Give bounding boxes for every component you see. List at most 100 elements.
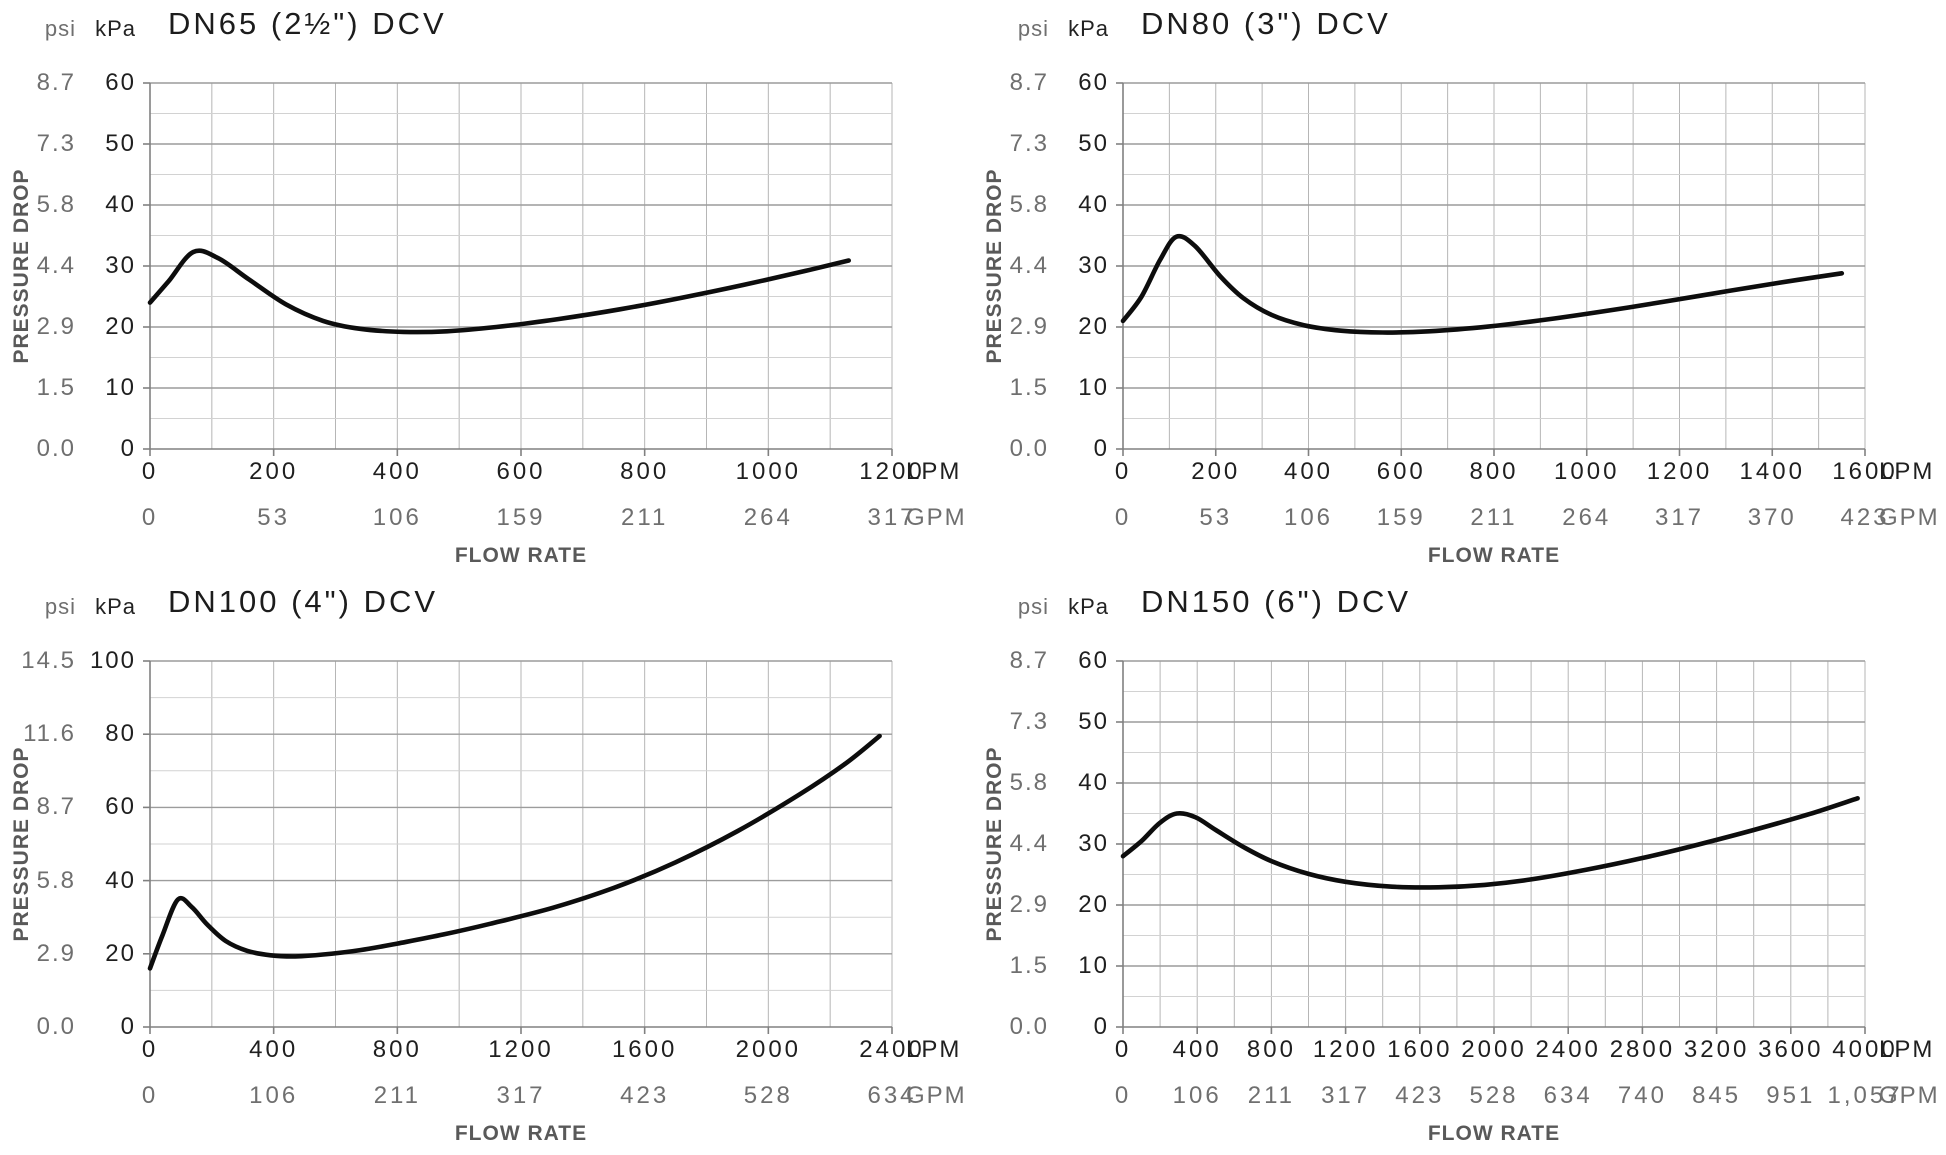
gpm-tick: 211: [1247, 1082, 1296, 1109]
flow-rate-axis-label: FLOW RATE: [454, 1122, 588, 1145]
gpm-tick: 106: [372, 504, 422, 531]
plot-area: [143, 82, 893, 456]
gpm-tick: 1,057: [1827, 1082, 1903, 1109]
kpa-tick: 40: [1078, 769, 1109, 796]
gpm-tick: 634: [867, 1082, 917, 1109]
kpa-tick: 50: [1078, 708, 1109, 735]
gpm-tick: 53: [257, 504, 291, 531]
kpa-tick: 60: [105, 793, 136, 821]
gpm-tick: 211: [621, 504, 669, 531]
lpm-tick: 0: [141, 458, 159, 485]
plot-area: [143, 660, 893, 1034]
gpm-tick-labels: 0 53 106 159 211 264 317 GPM: [142, 503, 965, 533]
gpm-tick: 53: [1199, 504, 1233, 531]
gpm-tick-labels: 0 53 106 159 211 264 317 370 423 GPM: [1115, 503, 1938, 533]
lpm-tick: 1200: [1646, 458, 1713, 485]
gpm-tick: 264: [743, 504, 793, 531]
kpa-tick: 20: [105, 939, 136, 967]
psi-tick-labels: 14.5 11.6 8.7 5.8 2.9 0.0: [0, 647, 76, 1040]
psi-tick: 5.8: [1009, 191, 1049, 218]
gpm-tick: 0: [141, 1082, 159, 1109]
lpm-tick: 0: [1114, 1036, 1132, 1063]
lpm-tick: 1000: [1554, 458, 1620, 485]
gpm-tick: 264: [1562, 504, 1612, 531]
psi-tick: 0.0: [36, 435, 76, 462]
psi-unit-label: psi: [1017, 16, 1049, 41]
lpm-tick: 400: [1172, 1036, 1222, 1063]
kpa-tick: 100: [89, 647, 136, 674]
psi-tick: 7.3: [36, 130, 76, 157]
psi-tick: 5.8: [36, 191, 76, 218]
lpm-tick: 400: [1283, 458, 1334, 485]
kpa-tick: 50: [105, 130, 136, 157]
kpa-tick: 60: [105, 69, 136, 96]
lpm-tick: 200: [1191, 458, 1241, 485]
kpa-unit-label: kPa: [1068, 594, 1109, 619]
lpm-tick: 2400: [859, 1036, 925, 1063]
kpa-tick-labels: 100 80 60 40 20 0: [0, 647, 136, 1040]
psi-tick: 4.4: [1009, 252, 1049, 279]
flow-rate-axis-label: FLOW RATE: [454, 544, 588, 567]
lpm-tick: 4000: [1832, 1036, 1898, 1063]
gpm-tick: 0: [141, 504, 159, 531]
lpm-tick: 600: [496, 458, 546, 485]
psi-tick: 4.4: [36, 252, 76, 279]
lpm-tick: 800: [1246, 1036, 1296, 1063]
chart-title: DN65 (2½") DCV: [168, 6, 447, 41]
gpm-tick: 423: [1840, 504, 1890, 531]
lpm-tick: 3600: [1758, 1036, 1824, 1063]
gpm-tick: 423: [620, 1082, 670, 1109]
lpm-tick: 800: [1469, 458, 1519, 485]
plot-area: [1116, 660, 1866, 1034]
lpm-tick: 400: [372, 458, 422, 485]
lpm-tick: 2800: [1609, 1036, 1676, 1063]
gpm-tick: 211: [373, 1082, 421, 1109]
psi-tick: 8.7: [36, 793, 76, 821]
lpm-unit-label: LPM: [1879, 1036, 1935, 1063]
kpa-tick: 40: [1078, 191, 1109, 218]
lpm-tick: 1400: [1739, 458, 1805, 485]
psi-tick: 11.6: [23, 720, 76, 748]
plot-area: [1116, 82, 1866, 456]
gpm-tick: 528: [1469, 1082, 1519, 1109]
kpa-tick: 10: [105, 374, 136, 401]
kpa-tick: 20: [1078, 313, 1109, 340]
chart-dn65: psi kPa DN65 (2½") DCV PRESSURE DROP 8.7…: [0, 0, 973, 577]
gpm-unit-label: GPM: [906, 1082, 967, 1109]
chart-title: DN80 (3") DCV: [1141, 6, 1391, 41]
lpm-tick: 400: [249, 1036, 299, 1063]
gpm-tick-labels: 0 106 211 317 423 528 634 740 845 951 1,057 GPM: [1115, 1081, 1938, 1111]
lpm-tick: 1600: [1832, 458, 1898, 485]
psi-tick: 7.3: [1009, 708, 1049, 735]
gpm-tick: 211: [1470, 504, 1518, 531]
gpm-tick: 159: [496, 504, 546, 531]
kpa-tick: 10: [1078, 374, 1109, 401]
psi-unit-label: psi: [1017, 594, 1049, 619]
kpa-unit-label: kPa: [95, 594, 136, 619]
kpa-tick: 0: [1093, 1013, 1109, 1040]
gpm-unit-label: GPM: [1879, 504, 1940, 531]
kpa-tick: 20: [1078, 891, 1109, 918]
gpm-unit-label: GPM: [1879, 1082, 1940, 1109]
psi-tick: 0.0: [36, 1013, 76, 1040]
gpm-tick: 159: [1376, 504, 1426, 531]
gpm-tick: 0: [1114, 504, 1132, 531]
lpm-tick: 800: [620, 458, 670, 485]
psi-tick: 1.5: [1009, 952, 1049, 979]
lpm-tick-labels: 0 400 800 1200 1600 2000 2400 LPM: [142, 1035, 960, 1065]
gpm-tick: 106: [1283, 504, 1334, 531]
kpa-tick: 30: [1078, 252, 1109, 279]
lpm-tick: 200: [249, 458, 299, 485]
psi-tick: 14.5: [21, 647, 76, 674]
psi-tick: 8.7: [36, 69, 76, 96]
gpm-tick: 370: [1747, 504, 1797, 531]
flow-rate-axis-label: FLOW RATE: [1427, 544, 1561, 567]
lpm-tick: 1000: [735, 458, 802, 485]
kpa-tick: 20: [105, 313, 136, 340]
chart-dn150: psi kPa DN150 (6") DCV PRESSURE DROP 8.7…: [973, 578, 1946, 1155]
lpm-tick: 1600: [1387, 1036, 1453, 1063]
kpa-tick: 30: [1078, 830, 1109, 857]
gpm-tick: 423: [1395, 1082, 1445, 1109]
lpm-tick: 600: [1376, 458, 1426, 485]
